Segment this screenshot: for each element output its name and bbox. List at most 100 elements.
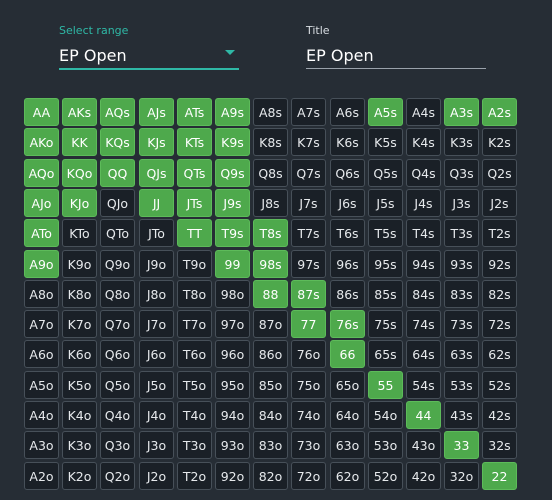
range-select[interactable]: Select range EP Open (59, 24, 239, 70)
hand-cell-92o[interactable]: 92o (215, 462, 250, 490)
hand-cell-ajs[interactable]: AJs (139, 98, 174, 126)
hand-cell-ako[interactable]: AKo (24, 128, 59, 156)
hand-cell-k3s[interactable]: K3s (444, 128, 479, 156)
hand-cell-t4o[interactable]: T4o (177, 401, 212, 429)
hand-cell-65o[interactable]: 65o (330, 371, 365, 399)
hand-cell-65s[interactable]: 65s (368, 340, 403, 368)
hand-cell-j9o[interactable]: J9o (139, 250, 174, 278)
hand-cell-75s[interactable]: 75s (368, 310, 403, 338)
hand-cell-64s[interactable]: 64s (406, 340, 441, 368)
hand-cell-52s[interactable]: 52s (482, 371, 517, 399)
hand-cell-q8s[interactable]: Q8s (253, 159, 288, 187)
hand-cell-t6s[interactable]: T6s (330, 219, 365, 247)
hand-cell-q6o[interactable]: Q6o (100, 340, 135, 368)
hand-cell-kjo[interactable]: KJo (62, 189, 97, 217)
hand-cell-77[interactable]: 77 (291, 310, 326, 338)
hand-cell-73o[interactable]: 73o (291, 431, 326, 459)
hand-cell-a5o[interactable]: A5o (24, 371, 59, 399)
hand-cell-a9o[interactable]: A9o (24, 250, 59, 278)
title-field[interactable]: Title (306, 24, 486, 69)
hand-cell-a9s[interactable]: A9s (215, 98, 250, 126)
hand-cell-j9s[interactable]: J9s (215, 189, 250, 217)
hand-cell-a8o[interactable]: A8o (24, 280, 59, 308)
hand-cell-52o[interactable]: 52o (368, 462, 403, 490)
hand-cell-96s[interactable]: 96s (330, 250, 365, 278)
hand-cell-86s[interactable]: 86s (330, 280, 365, 308)
hand-cell-q6s[interactable]: Q6s (330, 159, 365, 187)
hand-cell-64o[interactable]: 64o (330, 401, 365, 429)
hand-cell-qq[interactable]: QQ (100, 159, 135, 187)
hand-cell-82o[interactable]: 82o (253, 462, 288, 490)
hand-cell-t4s[interactable]: T4s (406, 219, 441, 247)
hand-cell-t6o[interactable]: T6o (177, 340, 212, 368)
hand-cell-jts[interactable]: JTs (177, 189, 212, 217)
hand-cell-72o[interactable]: 72o (291, 462, 326, 490)
hand-cell-32s[interactable]: 32s (482, 431, 517, 459)
hand-cell-k9s[interactable]: K9s (215, 128, 250, 156)
hand-cell-33[interactable]: 33 (444, 431, 479, 459)
hand-cell-k5s[interactable]: K5s (368, 128, 403, 156)
hand-cell-54o[interactable]: 54o (368, 401, 403, 429)
hand-cell-tt[interactable]: TT (177, 219, 212, 247)
hand-cell-t2o[interactable]: T2o (177, 462, 212, 490)
hand-cell-84s[interactable]: 84s (406, 280, 441, 308)
hand-cell-j7s[interactable]: J7s (291, 189, 326, 217)
hand-cell-kqs[interactable]: KQs (100, 128, 135, 156)
hand-cell-a7s[interactable]: A7s (291, 98, 326, 126)
hand-cell-kts[interactable]: KTs (177, 128, 212, 156)
hand-cell-k7s[interactable]: K7s (291, 128, 326, 156)
hand-cell-93o[interactable]: 93o (215, 431, 250, 459)
hand-cell-k8o[interactable]: K8o (62, 280, 97, 308)
hand-cell-kto[interactable]: KTo (62, 219, 97, 247)
hand-cell-aqo[interactable]: AQo (24, 159, 59, 187)
hand-cell-53s[interactable]: 53s (444, 371, 479, 399)
hand-cell-a6o[interactable]: A6o (24, 340, 59, 368)
hand-cell-k7o[interactable]: K7o (62, 310, 97, 338)
hand-cell-76s[interactable]: 76s (330, 310, 365, 338)
hand-cell-82s[interactable]: 82s (482, 280, 517, 308)
hand-cell-k2o[interactable]: K2o (62, 462, 97, 490)
hand-cell-j8s[interactable]: J8s (253, 189, 288, 217)
hand-cell-k8s[interactable]: K8s (253, 128, 288, 156)
hand-cell-j3o[interactable]: J3o (139, 431, 174, 459)
hand-cell-96o[interactable]: 96o (215, 340, 250, 368)
hand-cell-87o[interactable]: 87o (253, 310, 288, 338)
hand-cell-t8s[interactable]: T8s (253, 219, 288, 247)
hand-cell-j5o[interactable]: J5o (139, 371, 174, 399)
range-select-value[interactable]: EP Open (59, 46, 127, 65)
hand-cell-44[interactable]: 44 (406, 401, 441, 429)
hand-cell-55[interactable]: 55 (368, 371, 403, 399)
hand-cell-aqs[interactable]: AQs (100, 98, 135, 126)
hand-cell-j2o[interactable]: J2o (139, 462, 174, 490)
hand-cell-74s[interactable]: 74s (406, 310, 441, 338)
hand-cell-t7s[interactable]: T7s (291, 219, 326, 247)
hand-cell-j6o[interactable]: J6o (139, 340, 174, 368)
hand-cell-84o[interactable]: 84o (253, 401, 288, 429)
hand-cell-98s[interactable]: 98s (253, 250, 288, 278)
hand-cell-a6s[interactable]: A6s (330, 98, 365, 126)
hand-cell-92s[interactable]: 92s (482, 250, 517, 278)
hand-cell-94s[interactable]: 94s (406, 250, 441, 278)
hand-cell-t8o[interactable]: T8o (177, 280, 212, 308)
hand-cell-43s[interactable]: 43s (444, 401, 479, 429)
hand-cell-q2o[interactable]: Q2o (100, 462, 135, 490)
hand-cell-k3o[interactable]: K3o (62, 431, 97, 459)
hand-cell-32o[interactable]: 32o (444, 462, 479, 490)
hand-cell-63o[interactable]: 63o (330, 431, 365, 459)
hand-cell-qjo[interactable]: QJo (100, 189, 135, 217)
hand-cell-22[interactable]: 22 (482, 462, 517, 490)
hand-cell-j8o[interactable]: J8o (139, 280, 174, 308)
hand-cell-k6s[interactable]: K6s (330, 128, 365, 156)
hand-cell-qts[interactable]: QTs (177, 159, 212, 187)
hand-cell-83o[interactable]: 83o (253, 431, 288, 459)
hand-cell-j5s[interactable]: J5s (368, 189, 403, 217)
hand-cell-qto[interactable]: QTo (100, 219, 135, 247)
hand-cell-75o[interactable]: 75o (291, 371, 326, 399)
hand-cell-ato[interactable]: ATo (24, 219, 59, 247)
hand-cell-aa[interactable]: AA (24, 98, 59, 126)
hand-cell-97s[interactable]: 97s (291, 250, 326, 278)
hand-cell-88[interactable]: 88 (253, 280, 288, 308)
hand-cell-86o[interactable]: 86o (253, 340, 288, 368)
hand-cell-42o[interactable]: 42o (406, 462, 441, 490)
dropdown-caret-icon[interactable] (225, 50, 235, 55)
